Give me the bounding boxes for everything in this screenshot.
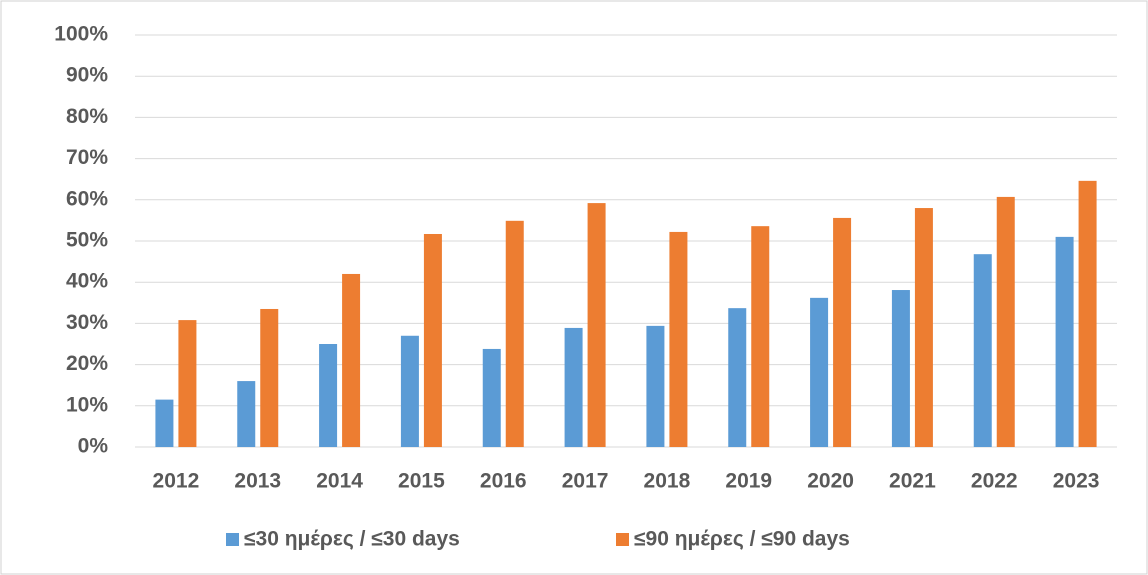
bar (178, 320, 197, 447)
bar (342, 273, 361, 447)
bar (155, 399, 174, 447)
bar (891, 290, 910, 447)
bar (260, 308, 279, 447)
y-tick-label: 60% (66, 187, 108, 210)
y-tick-label: 0% (78, 435, 109, 458)
bar (482, 348, 501, 447)
y-tick-label: 90% (66, 64, 108, 87)
bar (914, 208, 933, 447)
x-tick-label: 2021 (889, 470, 936, 493)
x-tick-label: 2012 (153, 470, 200, 493)
bar (810, 297, 829, 447)
bar (669, 231, 688, 447)
bar (1055, 236, 1074, 447)
legend-label: ≤90 ημέρες / ≤90 days (634, 528, 850, 551)
y-tick-label: 80% (66, 105, 108, 128)
bar (505, 220, 524, 447)
bar (319, 344, 338, 447)
x-tick-label: 2023 (1053, 470, 1100, 493)
y-tick-label: 100% (54, 23, 108, 46)
bar (728, 308, 747, 447)
x-tick-label: 2019 (725, 470, 772, 493)
legend-swatch (616, 533, 629, 546)
x-tick-label: 2013 (234, 470, 281, 493)
y-tick-label: 30% (66, 311, 108, 334)
bar (751, 226, 770, 447)
y-tick-label: 70% (66, 146, 108, 169)
y-tick-label: 40% (66, 270, 108, 293)
x-tick-label: 2015 (398, 470, 445, 493)
x-tick-label: 2014 (316, 470, 363, 493)
x-tick-label: 2020 (807, 470, 854, 493)
bar (833, 217, 852, 447)
y-tick-label: 10% (66, 393, 108, 416)
bar (400, 335, 419, 447)
x-tick-label: 2018 (644, 470, 691, 493)
y-tick-label: 20% (66, 352, 108, 375)
bar (1078, 180, 1097, 447)
bar (564, 327, 583, 447)
x-tick-label: 2017 (562, 470, 609, 493)
bar (587, 203, 606, 447)
bar (423, 233, 442, 447)
x-tick-label: 2016 (480, 470, 527, 493)
legend-swatch (226, 533, 239, 546)
bar (646, 325, 665, 447)
bar (996, 196, 1015, 447)
bar (973, 254, 992, 447)
bar (237, 381, 256, 447)
x-tick-label: 2022 (971, 470, 1018, 493)
legend-label: ≤30 ημέρες / ≤30 days (244, 528, 460, 551)
y-tick-label: 50% (66, 229, 108, 252)
